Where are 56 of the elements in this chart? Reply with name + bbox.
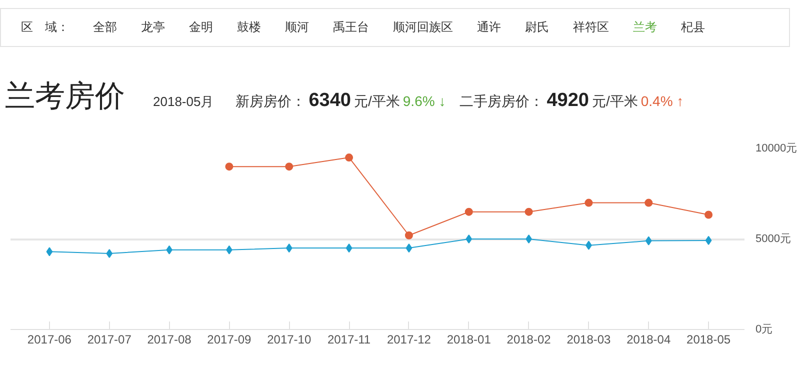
text: 金明 (189, 20, 213, 34)
point (645, 236, 652, 246)
point (345, 154, 354, 162)
text: 元/平米 (354, 93, 400, 109)
point (46, 247, 53, 256)
text: 0.4% ↑ (640, 93, 684, 109)
point (524, 208, 533, 216)
text: 祥符区 (573, 20, 609, 34)
text: 区 域： (21, 20, 69, 34)
x-tick-label: 2017-07 (87, 332, 132, 346)
chart-subtitle: 2018-05月 (153, 94, 214, 109)
x-tick-label: 2017-10 (267, 332, 312, 346)
text: 顺河回族区 (393, 20, 453, 34)
point (346, 244, 352, 253)
text: 禹王台 (333, 20, 369, 34)
text: 龙亭 (141, 20, 165, 34)
text: 4920 (546, 90, 589, 111)
chart-title: 兰考房价 (5, 80, 125, 113)
y-tick-label: 0元 (756, 324, 773, 336)
point (106, 248, 113, 258)
text: 元/平米 (592, 93, 638, 109)
point (464, 208, 473, 216)
point (705, 236, 712, 245)
x-tick-label: 2017-08 (147, 332, 192, 346)
x-tick-label: 2017-06 (27, 332, 72, 346)
point (286, 244, 292, 253)
text: 二手房房价： (460, 93, 544, 109)
x-tick-label: 2017-09 (207, 332, 252, 346)
text: 新房房价： (236, 93, 306, 109)
x-tick-label: 2018-01 (446, 332, 492, 346)
x-tick-label: 2018-02 (506, 332, 552, 346)
text: 通许 (477, 20, 501, 34)
point (704, 210, 713, 219)
point (285, 162, 294, 171)
point (466, 234, 472, 244)
x-tick-label: 2018-03 (566, 332, 612, 346)
text: 鼓楼 (237, 20, 261, 34)
x-tick-label: 2017-12 (386, 332, 432, 346)
text: 兰考 (633, 20, 657, 34)
text: 尉氏 (525, 20, 549, 34)
point (644, 198, 653, 207)
x-tick-label: 2018-05 (686, 332, 731, 346)
text: 顺河 (285, 20, 309, 34)
text: 9.6% ↓ (402, 93, 446, 109)
text: 杞县 (681, 20, 705, 34)
x-tick-label: 2017-11 (327, 332, 371, 346)
point (404, 231, 413, 240)
point (584, 198, 593, 207)
text: 全部 (93, 20, 117, 34)
point (225, 162, 234, 171)
y-tick-label: 5000元 (756, 233, 791, 245)
point (406, 244, 412, 253)
point (526, 234, 532, 244)
y-tick-label: 10000元 (756, 142, 798, 154)
text: 6340 (308, 90, 351, 111)
x-tick-label: 2018-04 (626, 332, 671, 346)
